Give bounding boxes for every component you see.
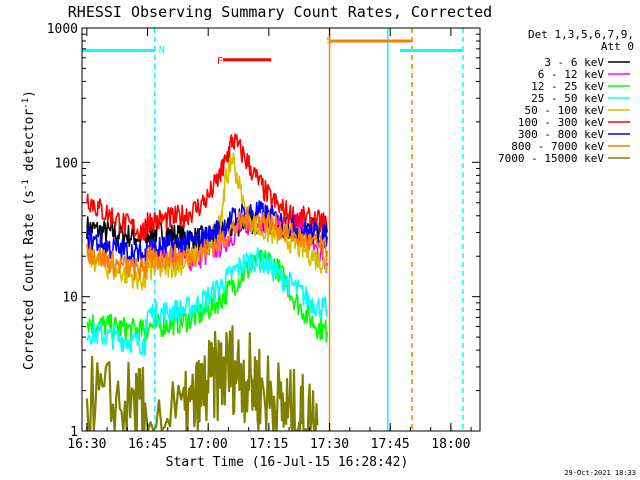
x-tick-label-5: 17:45 — [371, 437, 410, 452]
legend-header-line-1: Det 1,3,5,6,7,9, — [528, 28, 634, 41]
annotation-s: S — [326, 36, 332, 47]
y-axis-label: Corrected Count Rate (s-1 detector-1) — [21, 90, 37, 370]
legend-header-line-2: Att 0 — [601, 40, 634, 53]
y-tick-label-1: 10 — [62, 291, 78, 306]
legend-label-6: 300 - 800 keV — [518, 128, 604, 141]
legend-label-2: 12 - 25 keV — [531, 80, 604, 93]
legend-label-7: 800 - 7000 keV — [511, 140, 604, 153]
x-axis-label: Start Time (16-Jul-15 16:28:42) — [166, 455, 409, 470]
y-tick-label-2: 100 — [55, 156, 78, 171]
x-tick-label-1: 16:45 — [128, 437, 167, 452]
legend-label-3: 25 - 50 keV — [531, 92, 604, 105]
x-tick-label-3: 17:15 — [249, 437, 288, 452]
annotation-n: N — [159, 45, 165, 56]
legend-label-4: 50 - 100 keV — [525, 104, 605, 117]
legend-label-5: 100 - 300 keV — [518, 116, 604, 129]
x-tick-label-2: 17:00 — [189, 437, 228, 452]
y-tick-label-3: 1000 — [47, 22, 78, 37]
x-tick-label-4: 17:30 — [310, 437, 349, 452]
legend-label-0: 3 - 6 keV — [544, 56, 604, 69]
series-line-8 — [85, 325, 319, 432]
annotation-f: F — [217, 56, 223, 67]
x-tick-label-0: 16:30 — [67, 437, 106, 452]
legend-label-8: 7000 - 15000 keV — [498, 152, 604, 165]
timestamp: 29-Oct-2021 18:33 — [564, 469, 636, 477]
y-tick-label-0: 1 — [70, 425, 78, 440]
series-line-5 — [86, 133, 328, 242]
legend-label-1: 6 - 12 keV — [538, 68, 605, 81]
series-line-3 — [86, 247, 328, 357]
x-tick-label-6: 18:00 — [431, 437, 470, 452]
chart-title: RHESSI Observing Summary Count Rates, Co… — [68, 3, 492, 21]
series-line-7 — [86, 207, 328, 281]
plot-frame — [81, 27, 481, 432]
